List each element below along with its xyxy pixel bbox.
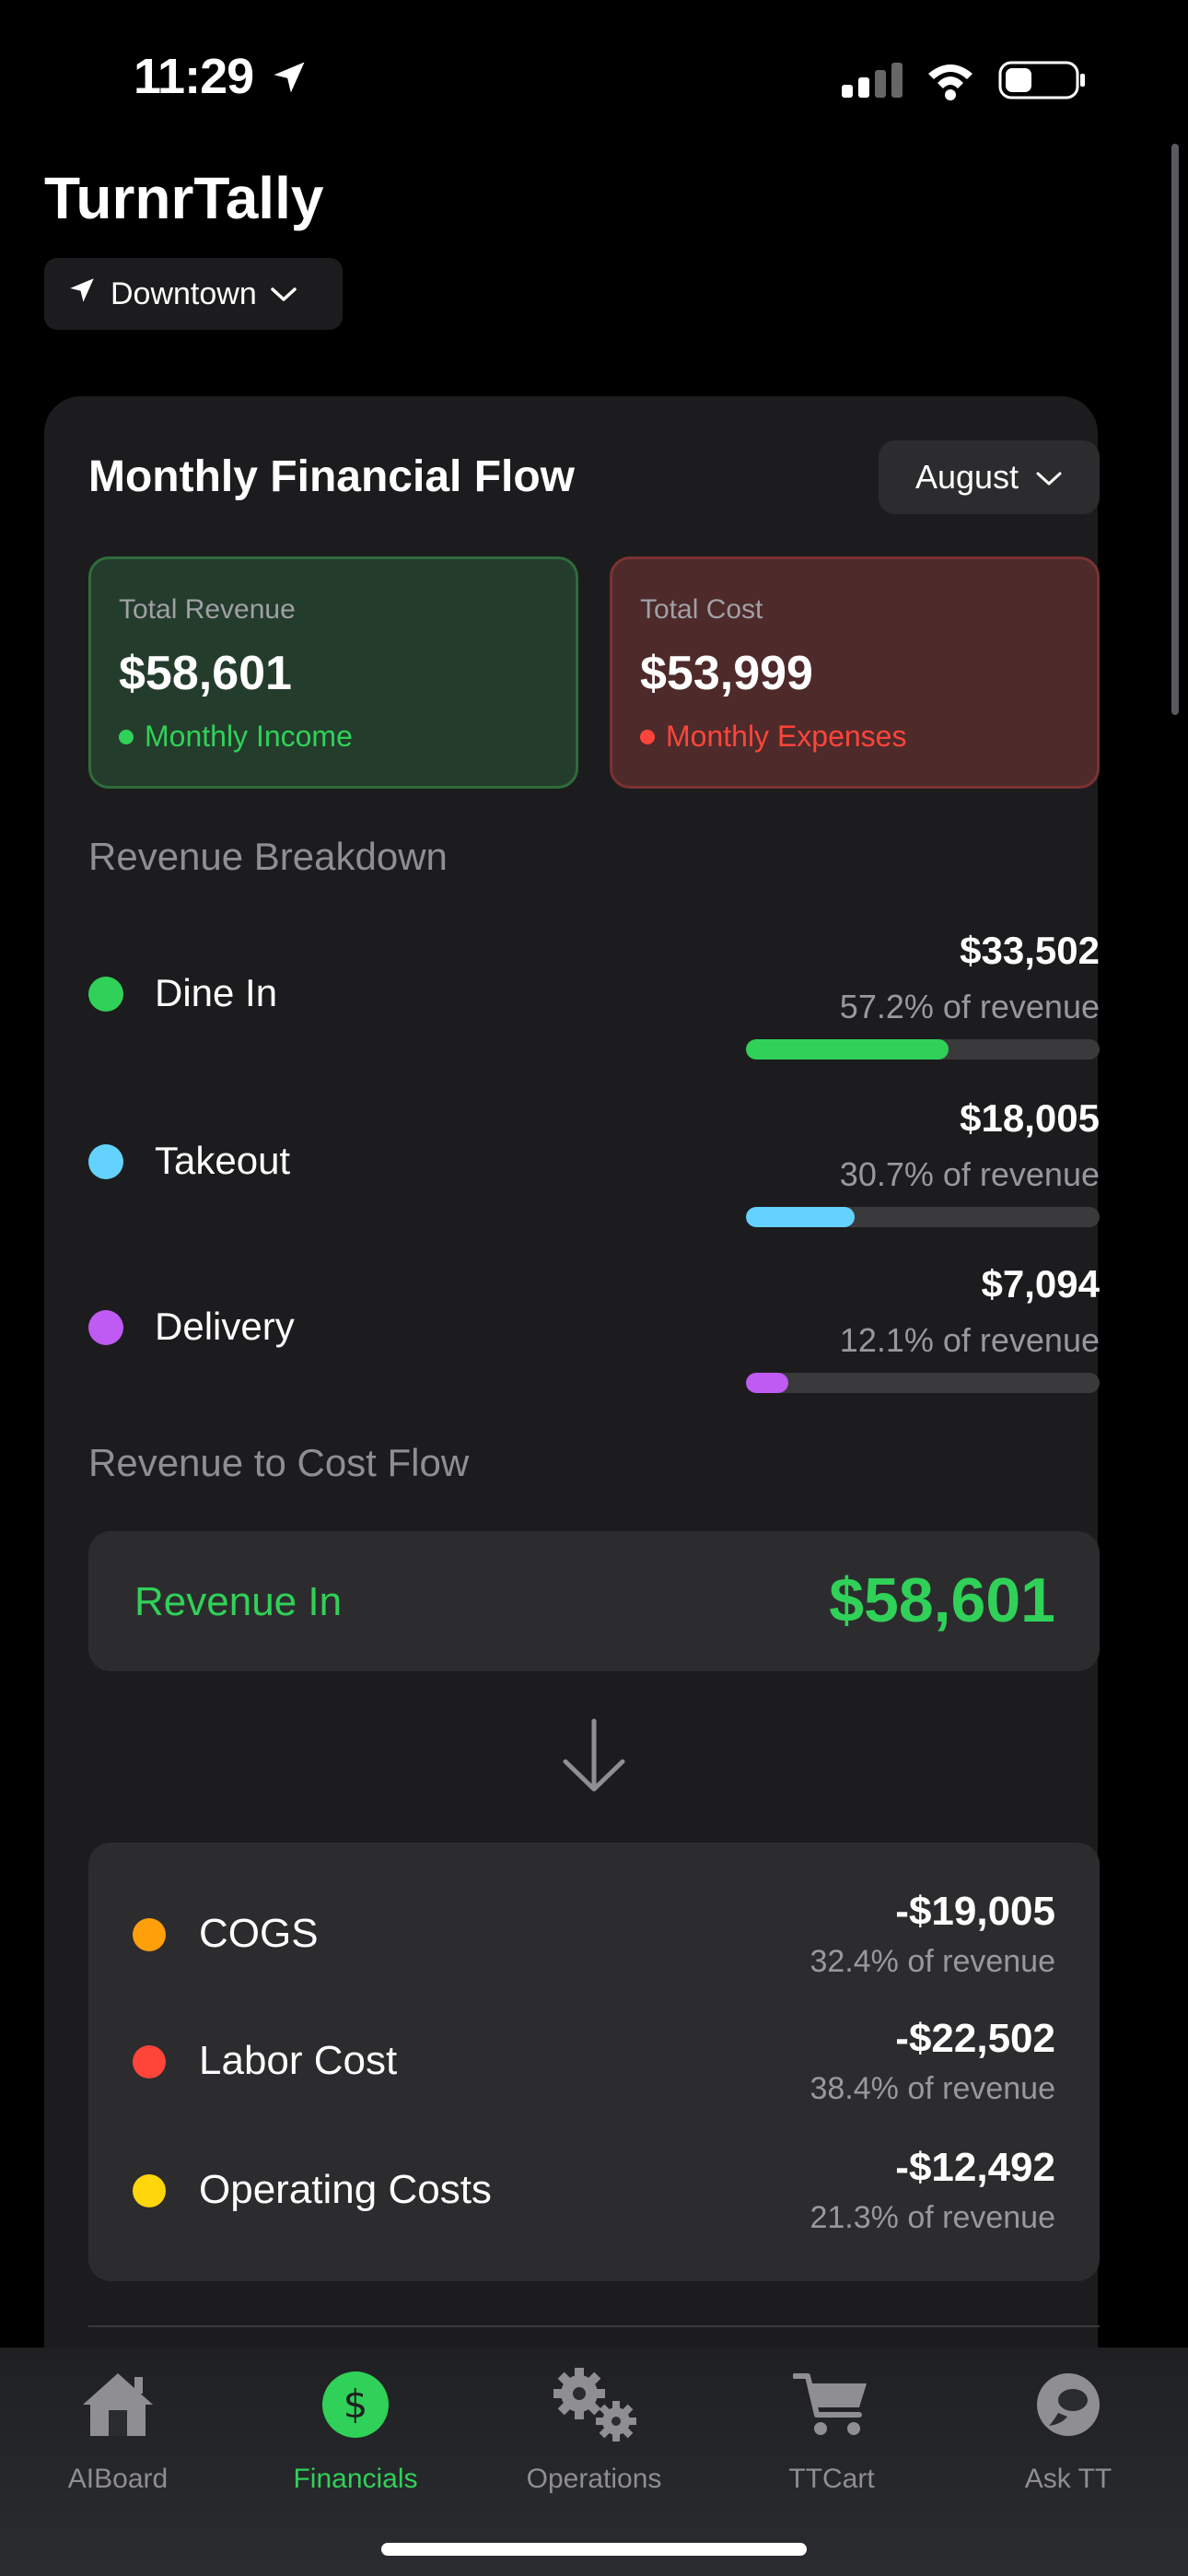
dine-in-pct: 57.2% of revenue: [839, 988, 1100, 1025]
cogs-pct: 32.4% of revenue: [809, 1944, 1055, 1979]
cogs-dot-icon: [133, 1918, 166, 1951]
operating-costs-amount: -$12,492: [895, 2145, 1055, 2190]
tab-label: AIBoard: [67, 2464, 169, 2494]
revenue-in-box: [88, 1531, 1100, 1671]
battery-icon: [998, 61, 1085, 100]
chat-bubble-icon: [967, 2359, 1170, 2451]
expense-dot-icon: [640, 729, 655, 744]
location-arrow-icon: [66, 275, 98, 314]
tab-label: TTCart: [788, 2464, 875, 2494]
takeout-amount: $18,005: [960, 1096, 1100, 1140]
dine-in-amount: $33,502: [960, 929, 1100, 972]
tab-aiboard[interactable]: AIBoard: [17, 2359, 219, 2495]
location-selector[interactable]: Downtown: [44, 258, 343, 330]
delivery-pct: 12.1% of revenue: [839, 1321, 1100, 1359]
location-label: Downtown: [111, 275, 257, 311]
total-revenue-value: $58,601: [119, 647, 292, 700]
total-cost-card: Total Cost $53,999 Monthly Expenses: [610, 556, 1100, 789]
arrow-down-icon: [560, 1717, 628, 1799]
signal-icon: [842, 63, 903, 98]
labor-cost-label: Labor Cost: [199, 2038, 398, 2083]
takeout-dot-icon: [88, 1144, 123, 1179]
cost-breakdown-box: [88, 1843, 1100, 2281]
chevron-down-icon: [270, 276, 297, 312]
total-cost-sub: Monthly Expenses: [666, 720, 907, 753]
app-title: TurnrTally: [44, 165, 324, 231]
scrollbar[interactable]: [1171, 144, 1179, 715]
wifi-icon: [928, 64, 973, 100]
total-revenue-label: Total Revenue: [119, 594, 296, 625]
operating-costs-label: Operating Costs: [199, 2167, 492, 2212]
cart-icon: [730, 2359, 933, 2451]
labor-cost-dot-icon: [133, 2045, 166, 2078]
month-label: August: [914, 458, 1019, 496]
svg-text:$: $: [344, 2382, 368, 2427]
tab-label: Financials: [293, 2464, 418, 2494]
delivery-progress-fill: [746, 1373, 789, 1393]
revenue-breakdown-label: Revenue Breakdown: [88, 835, 448, 878]
status-time: 11:29: [134, 49, 254, 104]
operating-costs-pct: 21.3% of revenue: [809, 2200, 1055, 2235]
dine-in-label: Dine In: [155, 971, 278, 1014]
dine-in-progress-fill: [746, 1039, 949, 1060]
total-cost-label: Total Cost: [640, 594, 763, 625]
delivery-dot-icon: [88, 1310, 123, 1345]
delivery-progress-bar: [746, 1373, 1100, 1393]
labor-cost-amount: -$22,502: [895, 2016, 1055, 2061]
status-icons: [838, 57, 1087, 103]
takeout-progress-fill: [746, 1207, 855, 1227]
tab-operations[interactable]: Operations: [493, 2359, 695, 2495]
cogs-amount: -$19,005: [895, 1889, 1055, 1934]
dine-in-dot-icon: [88, 977, 123, 1012]
dollar-icon: $: [254, 2359, 457, 2451]
labor-cost-pct: 38.4% of revenue: [809, 2071, 1055, 2106]
tab-label: Ask TT: [1024, 2464, 1112, 2494]
cogs-label: COGS: [199, 1911, 319, 1956]
dine-in-progress-bar: [746, 1039, 1100, 1060]
tab-label: Operations: [526, 2464, 662, 2494]
gears-icon: [493, 2359, 695, 2451]
takeout-progress-bar: [746, 1207, 1100, 1227]
location-arrow-status-icon: [269, 57, 309, 102]
total-revenue-sub: Monthly Income: [145, 720, 353, 753]
card-title: Monthly Financial Flow: [88, 452, 575, 501]
delivery-amount: $7,094: [981, 1262, 1100, 1306]
month-selector[interactable]: August: [879, 440, 1100, 514]
tab-ttcart[interactable]: TTCart: [730, 2359, 933, 2495]
divider: [88, 2325, 1100, 2327]
total-revenue-card: Total Revenue $58,601 Monthly Income: [88, 556, 578, 789]
operating-costs-dot-icon: [133, 2174, 166, 2207]
delivery-label: Delivery: [155, 1305, 295, 1348]
total-cost-value: $53,999: [640, 647, 813, 700]
income-dot-icon: [119, 729, 134, 744]
takeout-pct: 30.7% of revenue: [839, 1155, 1100, 1193]
tab-financials[interactable]: $ Financials: [254, 2359, 457, 2495]
takeout-label: Takeout: [155, 1139, 291, 1182]
revenue-in-label: Revenue In: [134, 1579, 343, 1624]
home-icon: [17, 2359, 219, 2451]
home-indicator[interactable]: [381, 2543, 807, 2556]
revenue-in-value: $58,601: [829, 1565, 1055, 1635]
revenue-to-cost-flow-label: Revenue to Cost Flow: [88, 1441, 470, 1484]
chevron-down-icon: [1035, 458, 1063, 497]
tab-ask-tt[interactable]: Ask TT: [967, 2359, 1170, 2495]
